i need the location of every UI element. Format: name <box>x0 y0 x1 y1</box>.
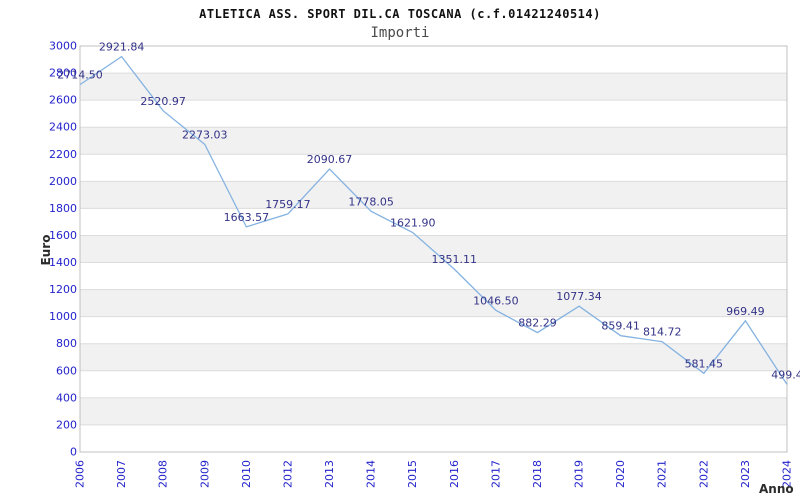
x-tick-label: 2012 <box>281 460 294 488</box>
data-point-label: 1759.17 <box>265 198 311 211</box>
y-axis-title: Euro <box>39 234 53 266</box>
data-point-label: 2921.84 <box>99 41 145 54</box>
y-tick-label: 600 <box>56 364 77 377</box>
data-point-label: 1077.34 <box>556 290 602 303</box>
chart-title: ATLETICA ASS. SPORT DIL.CA TOSCANA (c.f.… <box>199 7 601 21</box>
data-point-label: 1621.90 <box>390 217 436 230</box>
data-point-label: 499.4 <box>771 368 800 381</box>
x-tick-label: 2017 <box>489 460 502 488</box>
x-tick-label: 2015 <box>406 460 419 488</box>
importi-series-line <box>79 55 788 385</box>
plot-band <box>80 235 787 263</box>
data-point-label: 2273.03 <box>182 128 228 141</box>
x-tick-label: 2023 <box>739 460 752 488</box>
y-tick-label: 2400 <box>49 121 77 134</box>
plot-band <box>80 181 787 209</box>
x-tick-label: 2016 <box>448 460 461 488</box>
data-point-label: 1663.57 <box>224 211 270 224</box>
y-tick-label: 1800 <box>49 202 77 215</box>
x-tick-label: 2024 <box>781 460 794 488</box>
data-point-label: 969.49 <box>726 305 765 318</box>
plot-band <box>80 289 787 317</box>
data-point-label: 2520.97 <box>140 95 186 108</box>
chart-subtitle: Importi <box>370 25 430 41</box>
x-tick-label: 2019 <box>573 460 586 488</box>
x-tick-label: 2018 <box>531 460 544 488</box>
x-tick-label: 2021 <box>656 460 669 488</box>
y-tick-label: 1400 <box>49 256 77 269</box>
data-point-label: 1351.11 <box>432 253 478 266</box>
x-tick-label: 2022 <box>697 460 710 488</box>
data-point-label: 2714.50 <box>57 69 103 82</box>
data-point-label: 882.29 <box>518 317 557 330</box>
x-tick-label: 2009 <box>198 460 211 488</box>
y-tick-label: 1000 <box>49 310 77 323</box>
x-tick-label: 2020 <box>614 460 627 488</box>
x-tick-label: 2006 <box>74 460 87 488</box>
y-tick-label: 1600 <box>49 229 77 242</box>
y-tick-label: 2800 <box>49 67 77 80</box>
y-tick-label: 2200 <box>49 148 77 161</box>
data-point-label: 859.41 <box>601 320 640 333</box>
x-tick-label: 2007 <box>115 460 128 488</box>
y-tick-label: 0 <box>70 446 77 459</box>
y-tick-label: 800 <box>56 337 77 350</box>
x-axis-title: Anno <box>759 482 794 496</box>
plot-border <box>79 45 788 453</box>
data-point-label: 1778.05 <box>348 195 394 208</box>
plot-band <box>80 343 787 371</box>
y-tick-label: 2600 <box>49 94 77 107</box>
data-point-label: 814.72 <box>643 326 682 339</box>
plot-band <box>80 127 787 155</box>
plot-band <box>80 397 787 425</box>
x-tick-label: 2008 <box>157 460 170 488</box>
plot-band <box>80 73 787 101</box>
y-tick-label: 200 <box>56 418 77 431</box>
y-tick-label: 3000 <box>49 40 77 53</box>
data-point-label: 1046.50 <box>473 294 519 307</box>
x-tick-label: 2014 <box>365 460 378 488</box>
data-point-label: 2090.67 <box>307 153 353 166</box>
x-tick-label: 2013 <box>323 460 336 488</box>
y-tick-label: 400 <box>56 391 77 404</box>
data-point-label: 581.45 <box>685 357 724 370</box>
y-tick-label: 1200 <box>49 283 77 296</box>
x-tick-label: 2010 <box>240 460 253 488</box>
y-tick-label: 2000 <box>49 175 77 188</box>
